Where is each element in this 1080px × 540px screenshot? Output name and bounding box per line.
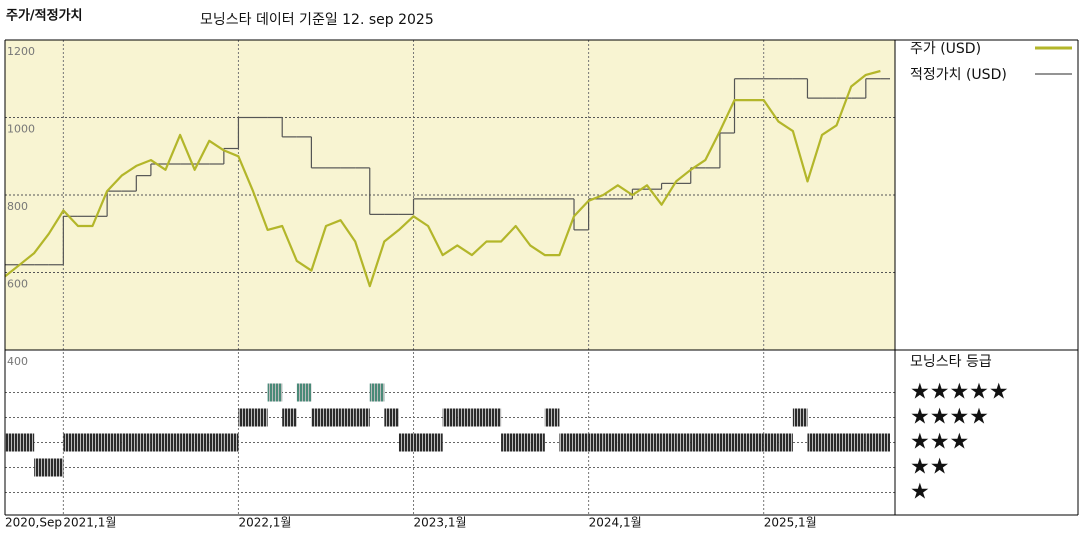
y-tick-label: 1000 <box>7 123 35 136</box>
rating-bar <box>121 433 137 452</box>
x-tick-label: 2021,1월 <box>63 516 116 530</box>
rating-bar <box>632 433 647 452</box>
rating-bar <box>267 383 283 402</box>
legend-label: 적정가치 (USD) <box>910 67 1007 83</box>
rating-bar <box>603 433 618 452</box>
rating-bar <box>48 458 64 477</box>
x-tick-label: 2023,1월 <box>414 516 467 530</box>
rating-bar <box>442 408 458 427</box>
rating-bar <box>515 433 531 452</box>
rating-bar <box>428 433 443 452</box>
rating-label: ★★ <box>910 455 949 480</box>
rating-bar <box>690 433 706 452</box>
x-tick-label: 2024,1월 <box>589 516 642 530</box>
rating-bar <box>836 433 852 452</box>
rating-bar <box>180 433 195 452</box>
rating-bar <box>92 433 108 452</box>
rating-label: ★★★★ <box>910 405 989 430</box>
rating-bar <box>107 433 122 452</box>
rating-bar <box>238 408 254 427</box>
rating-bar <box>209 433 224 452</box>
rating-bar <box>311 408 326 427</box>
rating-bar <box>880 433 890 452</box>
y-tick-label: 800 <box>7 200 28 213</box>
rating-label: ★★★★★ <box>910 380 1009 405</box>
rating-bar <box>719 433 735 452</box>
rating-bar <box>136 433 151 452</box>
x-tick-label: 2020,Sep <box>5 516 62 530</box>
rating-bar <box>749 433 764 452</box>
rating-bar <box>588 433 604 452</box>
rating-bar <box>325 408 341 427</box>
rating-bar <box>822 433 837 452</box>
rating-bar <box>5 433 20 452</box>
rating-bar <box>646 433 662 452</box>
y-tick-label: 1200 <box>7 45 35 58</box>
y-tick-label: 600 <box>7 278 28 291</box>
rating-bar <box>574 433 589 452</box>
rating-bar <box>194 433 210 452</box>
rating-bar <box>763 433 779 452</box>
chart-title: 주가/적정가치 <box>6 8 83 24</box>
rating-bar <box>559 433 575 452</box>
x-tick-label: 2025,1월 <box>764 516 817 530</box>
rating-bar <box>384 408 399 427</box>
rating-bar <box>223 433 239 452</box>
rating-bar <box>369 383 385 402</box>
price-line <box>4 69 881 288</box>
rating-bar <box>296 383 312 402</box>
rating-bar <box>355 408 370 427</box>
rating-bar <box>77 433 93 452</box>
rating-bar <box>792 408 808 427</box>
y-tick-label: 400 <box>7 355 28 368</box>
rating-bar <box>705 433 720 452</box>
rating-label: ★★★ <box>910 430 969 455</box>
rating-bar <box>150 433 166 452</box>
rating-bar <box>63 433 78 452</box>
rating-bar <box>165 433 181 452</box>
x-tick-label: 2022,1월 <box>238 516 291 530</box>
rating-bar <box>457 408 472 427</box>
rating-bar <box>544 408 560 427</box>
rating-bar <box>851 433 866 452</box>
chart-subtitle: 모닝스타 데이터 기준일 12. sep 2025 <box>200 12 434 28</box>
rating-label: ★ <box>910 480 930 505</box>
rating-bar <box>398 433 414 452</box>
rating-bar <box>778 433 793 452</box>
rating-bar <box>501 433 516 452</box>
rating-bar <box>282 408 297 427</box>
rating-bar <box>530 433 545 452</box>
rating-bar <box>617 433 633 452</box>
rating-bar <box>486 408 502 427</box>
rating-bar <box>34 458 49 477</box>
rating-bar <box>471 408 487 427</box>
rating-title: 모닝스타 등급 <box>910 354 992 370</box>
rating-bar <box>661 433 677 452</box>
rating-bar <box>734 433 750 452</box>
legend-label: 주가 (USD) <box>910 41 981 57</box>
rating-bar <box>253 408 268 427</box>
rating-bar <box>676 433 691 452</box>
rating-bar <box>413 433 429 452</box>
rating-bar <box>807 433 823 452</box>
rating-bar <box>865 433 881 452</box>
rating-bar <box>340 408 356 427</box>
rating-bar <box>19 433 35 452</box>
